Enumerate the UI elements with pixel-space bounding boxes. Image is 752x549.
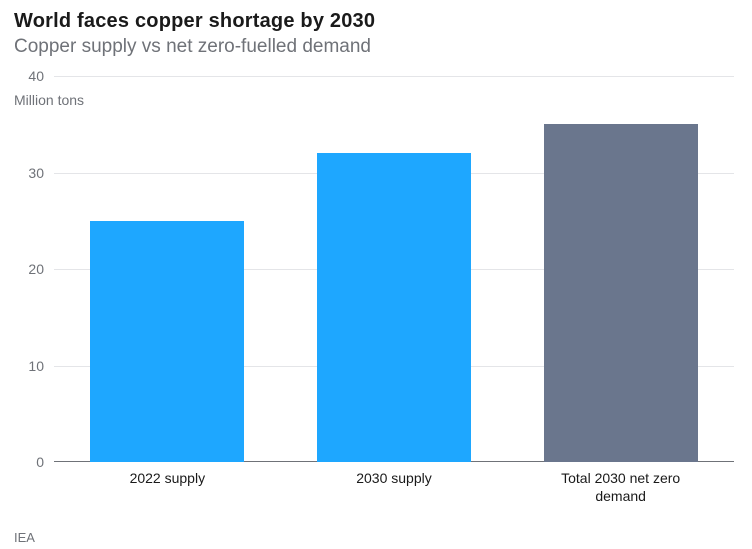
- chart-subtitle: Copper supply vs net zero-fuelled demand: [14, 36, 371, 58]
- y-tick-label: 40: [28, 68, 44, 84]
- bar: [317, 153, 471, 462]
- bar: [544, 124, 698, 462]
- chart-source: IEA: [14, 530, 35, 545]
- plot-area: 0102030402022 supply2030 supplyTotal 203…: [54, 76, 734, 462]
- y-tick-label: 30: [28, 165, 44, 181]
- chart-title: World faces copper shortage by 2030: [14, 10, 375, 33]
- y-tick-label: 10: [28, 358, 44, 374]
- y-tick-label: 20: [28, 261, 44, 277]
- x-tick-label: 2030 supply: [314, 470, 474, 488]
- bar: [90, 221, 244, 462]
- y-tick-label: 0: [36, 454, 44, 470]
- x-tick-label: 2022 supply: [87, 470, 247, 488]
- chart-container: World faces copper shortage by 2030 Copp…: [0, 0, 752, 549]
- gridline: [54, 76, 734, 77]
- x-tick-label: Total 2030 net zero demand: [541, 470, 701, 505]
